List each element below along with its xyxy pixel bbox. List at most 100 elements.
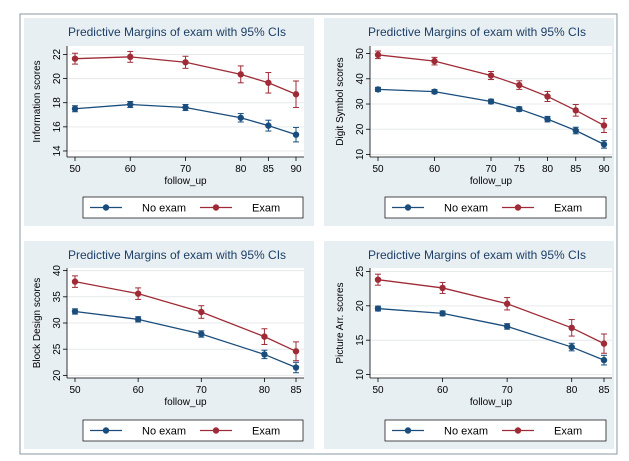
y-tick-label: 40: [52, 265, 63, 277]
legend-marker: [514, 204, 522, 211]
data-point: [431, 88, 438, 95]
x-tick-label: 85: [290, 385, 302, 396]
y-axis-title: Information scores: [32, 60, 43, 142]
x-tick-label: 70: [180, 164, 192, 175]
series-exam: [374, 50, 608, 134]
data-point: [431, 57, 438, 65]
series-exam: [374, 273, 608, 354]
data-point: [439, 310, 446, 317]
y-tick-label: 20: [355, 300, 366, 312]
y-tick-label: 15: [355, 334, 366, 346]
data-point: [374, 305, 382, 312]
x-tick-label: 80: [259, 385, 271, 396]
data-point: [127, 53, 134, 61]
y-tick-label: 40: [355, 73, 366, 85]
data-point: [516, 81, 523, 89]
legend-label: No exam: [444, 426, 488, 438]
data-point: [374, 86, 382, 93]
x-tick-label: 85: [570, 164, 582, 175]
chart-panel-1: 14 16 18 20 22 50 60 70 80 85 90 Predictive Margins…: [24, 18, 314, 226]
series-no-exam: [374, 305, 608, 366]
x-axis-title: follow_up: [164, 397, 207, 408]
legend-marker: [102, 204, 110, 211]
x-tick-label: 60: [437, 385, 449, 396]
legend-label: Exam: [554, 203, 582, 215]
y-tick-label: 30: [52, 317, 63, 329]
data-point: [292, 91, 300, 98]
x-tick-label: 60: [125, 164, 137, 175]
x-tick-label: 70: [196, 385, 208, 396]
x-tick-label: 90: [598, 164, 610, 175]
x-tick-label: 50: [372, 385, 384, 396]
data-point: [439, 284, 446, 292]
series-no-exam: [71, 101, 300, 143]
data-point: [198, 330, 205, 338]
x-tick-label: 60: [133, 385, 145, 396]
data-point: [265, 122, 272, 129]
legend-box: [384, 196, 607, 219]
data-point: [71, 278, 79, 285]
data-point: [292, 348, 300, 355]
y-axis-title: Digit Symbol scores: [335, 57, 346, 145]
series-line: [74, 103, 297, 136]
legend-marker: [212, 427, 220, 434]
data-point: [374, 276, 382, 283]
data-point: [572, 107, 579, 114]
y-tick-label: 20: [52, 73, 63, 85]
chart-title: Predictive Margins of exam with 95% CIs: [368, 248, 586, 262]
chart-panel-2: 10 20 30 40 50 50 60 70 75 80 85 90 Predictive Margi…: [324, 18, 614, 226]
y-axis-title: Picture Arr. scores: [335, 282, 346, 363]
data-point: [265, 79, 272, 86]
x-tick-label: 70: [502, 385, 514, 396]
data-point: [237, 114, 244, 121]
data-point: [544, 93, 551, 100]
legend-label: Exam: [252, 203, 280, 215]
series-exam: [71, 50, 300, 109]
data-point: [261, 333, 268, 340]
y-tick-label: 25: [52, 343, 63, 355]
chart-panel-3: 20 25 30 35 40 50 60 70 80 85 Predictive Margins o…: [24, 241, 314, 449]
legend-marker: [404, 427, 412, 434]
legend-box: [384, 419, 607, 442]
x-tick-label: 50: [372, 164, 384, 175]
legend-label: No exam: [142, 426, 186, 438]
legend-box: [82, 196, 304, 219]
legend-label: Exam: [252, 426, 280, 438]
data-point: [134, 290, 142, 297]
data-point: [516, 105, 523, 113]
data-point: [71, 55, 79, 62]
series-exam: [71, 275, 300, 362]
series-no-exam: [374, 86, 608, 149]
x-tick-label: 75: [514, 164, 526, 175]
data-point: [600, 141, 608, 148]
x-tick-label: 85: [598, 385, 610, 396]
x-tick-label: 85: [263, 164, 275, 175]
y-tick-label: 14: [52, 145, 63, 157]
series-no-exam: [71, 308, 300, 374]
y-axis-title: Block Design scores: [32, 278, 43, 369]
x-tick-label: 50: [69, 385, 81, 396]
series-line: [74, 56, 297, 95]
data-point: [261, 351, 268, 358]
x-axis-title: follow_up: [164, 176, 207, 187]
y-tick-label: 18: [52, 97, 63, 109]
y-tick-label: 16: [52, 121, 63, 133]
y-tick-label: 10: [355, 369, 366, 381]
data-point: [127, 101, 134, 108]
data-point: [182, 104, 189, 111]
x-axis-title: follow_up: [470, 397, 513, 408]
chart-panel-4: 10 15 20 25 50 60 70 80 85 Predictive Margins of …: [324, 241, 614, 449]
data-point: [503, 300, 511, 307]
legend-label: Exam: [554, 426, 582, 438]
x-tick-label: 80: [566, 385, 578, 396]
data-point: [198, 308, 205, 316]
data-point: [544, 115, 551, 123]
legend-label: No exam: [142, 203, 186, 215]
data-point: [487, 98, 495, 105]
legend-marker: [212, 204, 220, 211]
y-tick-label: 20: [52, 369, 63, 381]
chart-title: Predictive Margins of exam with 95% CIs: [368, 25, 586, 39]
y-tick-label: 30: [355, 98, 366, 110]
x-tick-label: 60: [429, 164, 441, 175]
